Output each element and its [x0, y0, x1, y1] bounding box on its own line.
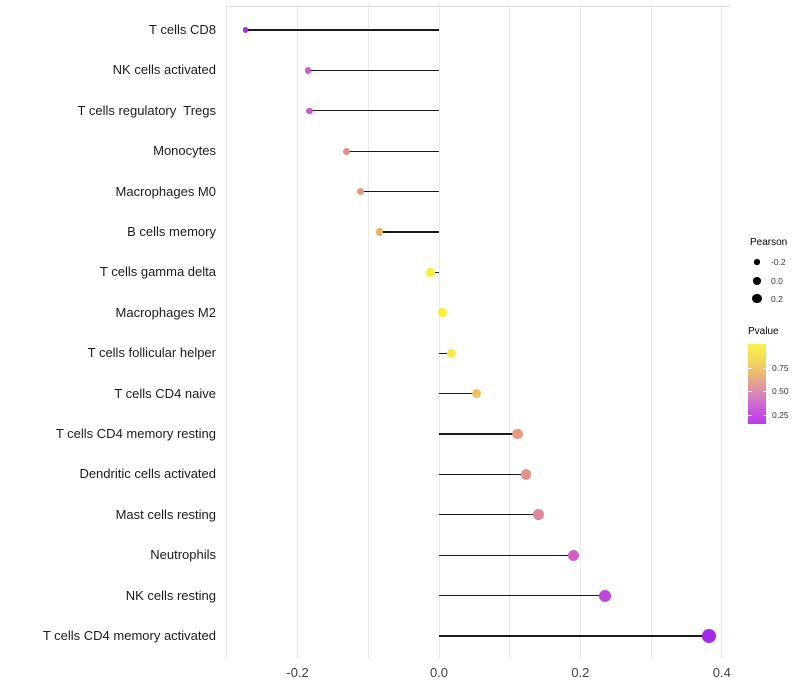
x-gridline — [721, 3, 723, 659]
x-tick-label: 0.4 — [712, 665, 731, 680]
pvalue-bar-tick — [762, 391, 766, 393]
legend-pearson-title: Pearson — [750, 237, 788, 248]
panel-top-border — [226, 5, 731, 7]
category-label: T cells CD4 memory resting — [55, 426, 216, 441]
lollipop-segment — [245, 29, 439, 31]
lollipop-segment — [439, 352, 452, 354]
x-gridline — [367, 3, 369, 659]
x-gridline — [509, 3, 511, 659]
lollipop-dot — [356, 187, 365, 196]
category-label: Mast cells resting — [115, 506, 216, 522]
x-gridline — [438, 3, 440, 659]
x-gridline — [650, 3, 652, 659]
lollipop-segment — [309, 110, 439, 112]
x-gridline — [226, 3, 228, 659]
pvalue-tick-label: 0.50 — [772, 386, 789, 397]
legend-size-label: -0.2 — [771, 257, 786, 267]
x-tick-label: -0.2 — [286, 665, 309, 680]
pvalue-gradient-bar — [748, 344, 766, 424]
lollipop-dot — [447, 348, 457, 358]
lollipop-segment — [360, 190, 439, 193]
pvalue-bar-tick — [748, 414, 752, 416]
lollipop-dot — [702, 629, 716, 643]
legend-size-dot — [752, 293, 762, 304]
category-label: Macrophages M2 — [115, 304, 216, 320]
lollipop-segment — [439, 473, 526, 476]
category-label: Dendritic cells activated — [79, 466, 216, 482]
category-label: T cells follicular helper — [87, 345, 216, 361]
category-label: T cells CD4 naive — [114, 385, 216, 401]
pvalue-bar-tick — [762, 414, 766, 416]
lollipop-dot — [342, 147, 350, 155]
lollipop-dot — [599, 589, 612, 602]
x-gridline — [579, 3, 581, 659]
x-gridline — [297, 3, 299, 659]
lollipop-segment — [346, 150, 439, 152]
lollipop-dot — [375, 228, 384, 236]
lollipop-segment — [439, 594, 606, 597]
lollipop-dot — [438, 308, 447, 318]
category-label: B cells memory — [127, 224, 216, 239]
lollipop-segment — [439, 392, 477, 395]
x-tick-label: 0.0 — [429, 665, 449, 680]
lollipop-dot — [242, 27, 248, 33]
lollipop-segment — [308, 69, 439, 72]
lollipop-dot — [567, 549, 579, 561]
lollipop-dot — [533, 509, 544, 521]
legend-size-dot — [754, 259, 760, 265]
legend-size-dot — [753, 277, 761, 285]
lollipop-segment — [439, 433, 518, 435]
lollipop-dot — [306, 107, 313, 114]
pvalue-bar-tick — [748, 391, 752, 393]
category-label: T cells CD8 — [149, 22, 216, 37]
category-label: T cells CD4 memory activated — [42, 628, 216, 643]
lollipop-segment — [439, 514, 539, 516]
lollipop-dot — [520, 469, 532, 480]
pvalue-tick-label: 0.25 — [772, 409, 789, 420]
pvalue-bar-tick — [748, 367, 752, 369]
x-tick-label: 0.2 — [571, 665, 590, 680]
lollipop-segment — [439, 635, 710, 637]
category-label: T cells gamma delta — [99, 264, 216, 280]
category-label: NK cells activated — [112, 62, 216, 78]
legend-pvalue-title: Pvalue — [748, 326, 779, 337]
lollipop-dot — [471, 388, 482, 399]
pvalue-tick-label: 0.75 — [772, 362, 789, 373]
lollipop-dot — [512, 428, 523, 440]
legend-size-label: 0.0 — [771, 276, 783, 286]
category-label: T cells regulatory Tregs — [77, 102, 216, 118]
category-label: Neutrophils — [150, 547, 216, 563]
pvalue-bar-tick — [762, 367, 766, 369]
category-label: Monocytes — [153, 143, 216, 159]
lollipop-segment — [439, 554, 574, 556]
lollipop-dot — [305, 67, 312, 74]
lollipop-segment — [379, 231, 439, 233]
legend-size-label: 0.2 — [771, 293, 783, 304]
category-label: Macrophages M0 — [115, 183, 216, 199]
category-label: NK cells resting — [125, 587, 216, 603]
lollipop-dot — [426, 268, 435, 277]
